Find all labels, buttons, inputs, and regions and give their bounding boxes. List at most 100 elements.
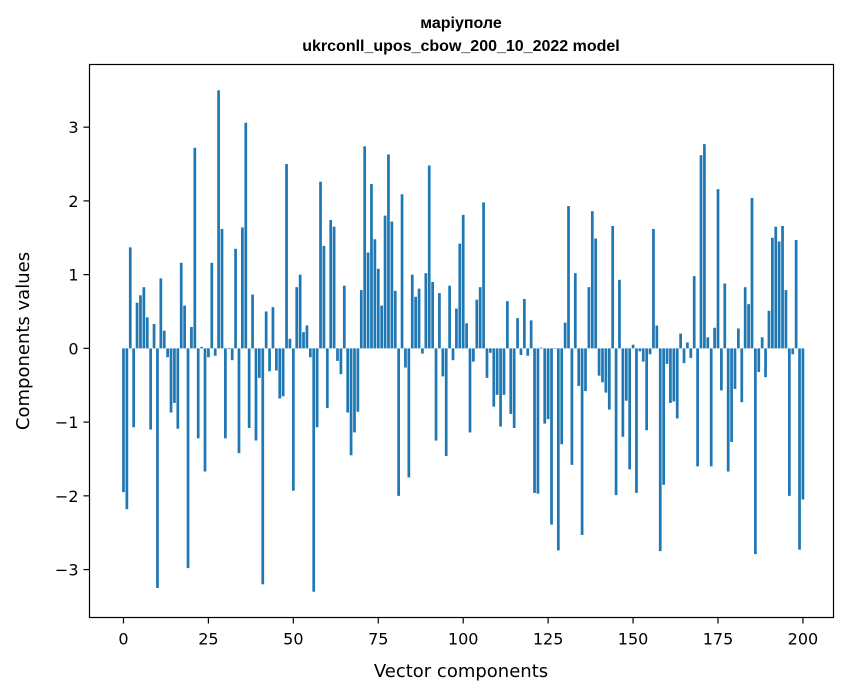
chart-title: маріуполе <box>420 15 502 32</box>
bar <box>516 318 519 349</box>
bar <box>665 348 669 364</box>
bar <box>635 348 638 493</box>
bar <box>203 348 207 472</box>
bar <box>325 348 329 409</box>
bar <box>787 348 791 496</box>
bar <box>288 338 292 349</box>
bar <box>733 348 737 389</box>
bar <box>139 295 142 349</box>
bar <box>414 296 417 349</box>
bar <box>173 348 176 403</box>
bar <box>641 348 645 362</box>
x-tick-label: 0 <box>118 630 128 649</box>
bar <box>794 239 798 349</box>
bar <box>359 290 363 349</box>
plot-area-frame <box>88 63 835 619</box>
bar <box>217 90 220 349</box>
bar <box>451 348 455 361</box>
bar <box>584 348 587 392</box>
bar <box>383 215 387 349</box>
bar <box>645 348 649 431</box>
bar <box>444 348 448 457</box>
y-tick-label: 3 <box>68 118 78 137</box>
bar <box>431 282 434 349</box>
bar <box>764 348 767 378</box>
bar <box>468 348 472 433</box>
bar <box>570 348 574 465</box>
bar <box>190 326 193 349</box>
bar <box>448 285 451 349</box>
bar <box>536 348 540 494</box>
bar <box>526 348 530 356</box>
bar <box>207 348 210 358</box>
bar <box>750 197 754 349</box>
bar <box>475 299 479 349</box>
bar <box>760 337 764 349</box>
bar <box>268 348 271 372</box>
bar <box>162 330 166 349</box>
bar <box>726 348 730 472</box>
bar <box>285 164 288 349</box>
bar <box>278 348 282 399</box>
bar <box>754 348 757 555</box>
bar <box>594 238 598 349</box>
bar <box>699 155 703 349</box>
bar <box>434 348 438 441</box>
bar <box>682 348 686 364</box>
bar <box>237 348 241 454</box>
bar <box>611 225 615 349</box>
bar <box>539 347 543 349</box>
bar <box>183 305 186 349</box>
bar <box>652 228 655 349</box>
bar <box>254 348 258 441</box>
bar <box>455 308 458 349</box>
bar <box>638 348 642 352</box>
bar <box>244 122 248 349</box>
bar <box>417 288 421 349</box>
bar <box>400 194 404 349</box>
bar <box>798 348 801 550</box>
bar <box>329 220 333 349</box>
bar <box>169 348 173 413</box>
bar <box>346 348 350 413</box>
bar <box>672 348 676 402</box>
bar <box>720 348 723 391</box>
bar <box>560 348 564 445</box>
bar <box>380 305 384 349</box>
bar <box>125 348 129 510</box>
bar <box>543 348 547 424</box>
bar <box>128 247 132 349</box>
bar <box>319 181 322 349</box>
x-axis-ticks: 0 25 50 75 100 125 150 175 200 <box>118 617 818 649</box>
bar <box>332 226 336 349</box>
bar <box>692 276 696 349</box>
bar <box>567 206 570 349</box>
bar <box>274 348 278 371</box>
bar <box>740 348 744 403</box>
bar <box>485 348 489 378</box>
bar <box>247 348 251 428</box>
bar <box>550 348 553 525</box>
bar <box>604 348 608 393</box>
bar <box>648 348 652 355</box>
bar <box>142 287 146 349</box>
bar <box>506 301 509 349</box>
bar <box>757 348 761 372</box>
bar <box>227 348 231 350</box>
bar <box>132 348 136 428</box>
bar <box>509 348 513 414</box>
bar <box>519 348 523 356</box>
bar <box>458 243 462 349</box>
bar <box>281 348 285 397</box>
bar <box>489 348 492 353</box>
bar <box>730 348 733 443</box>
x-tick-label: 125 <box>533 630 564 649</box>
bar <box>135 302 139 349</box>
bar <box>703 144 706 349</box>
bar <box>499 348 502 427</box>
bar <box>404 348 407 368</box>
bar <box>573 273 577 349</box>
bar <box>607 348 611 410</box>
